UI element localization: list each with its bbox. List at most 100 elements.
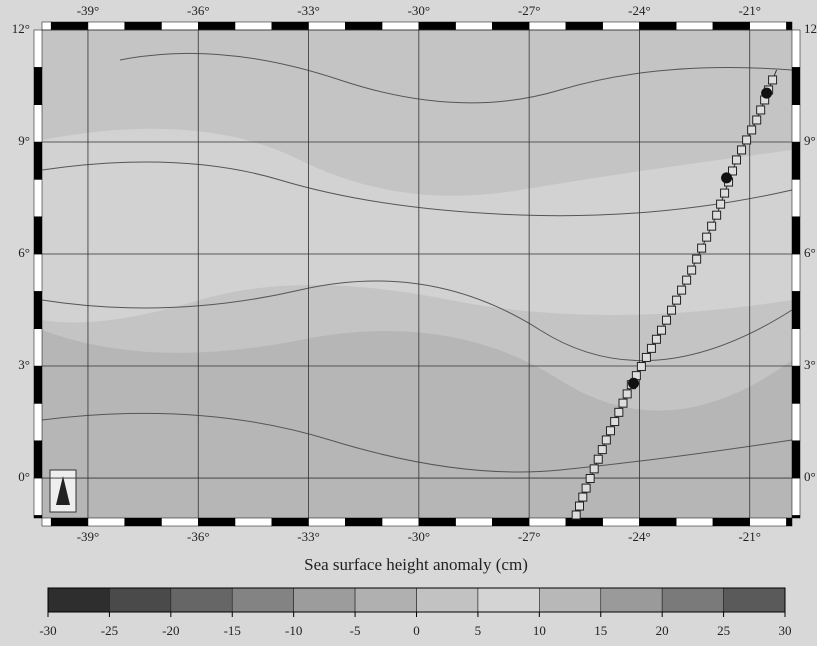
contour — [119, 52, 793, 104]
frame-segment — [41, 21, 52, 31]
y-tick-label: 9° — [18, 133, 30, 148]
frame-segment — [639, 517, 677, 527]
frame-segment — [33, 477, 43, 516]
frame-segment — [345, 517, 383, 527]
station — [628, 377, 640, 389]
y-tick-label: 9° — [804, 133, 816, 148]
frame-segment — [791, 403, 801, 441]
colorbar-tick-label: 0 — [413, 623, 420, 638]
frame-segment — [33, 141, 43, 180]
frame-segment — [565, 21, 603, 31]
track-sample — [578, 492, 588, 502]
track-sample — [697, 243, 707, 253]
colorbar-tick-label: 25 — [717, 623, 730, 638]
frame-segment — [749, 21, 787, 31]
contour — [41, 412, 793, 473]
track-sample — [651, 334, 661, 344]
frame-segment — [381, 21, 420, 31]
y-tick-label: 3° — [804, 357, 816, 372]
anomaly-region — [42, 330, 792, 518]
logo — [49, 469, 77, 513]
colorbar-swatch — [109, 587, 172, 613]
track-sample — [687, 265, 697, 275]
frame-segment — [455, 517, 493, 527]
colorbar-tick-label: 15 — [594, 623, 607, 638]
frame-segment — [381, 517, 420, 527]
x-tick-label: -27° — [518, 3, 541, 18]
x-tick-label: -39° — [77, 3, 100, 18]
track-sample — [597, 445, 607, 455]
track-sample — [662, 315, 672, 325]
frame-segment — [791, 67, 801, 105]
frame-segment — [33, 291, 43, 329]
frame-segment — [33, 29, 43, 68]
frame-segment — [791, 365, 801, 404]
y-tick-label: 6° — [804, 245, 816, 260]
x-tick-label: -39° — [77, 529, 100, 544]
frame-segment — [33, 179, 43, 217]
colorbar-tick-label: 10 — [533, 623, 546, 638]
x-tick-label: -36° — [187, 3, 210, 18]
track-sample — [768, 75, 778, 85]
colorbar-swatch — [170, 587, 233, 613]
colorbar-swatch — [600, 587, 663, 613]
frame-segment — [455, 21, 493, 31]
x-tick-label: -36° — [187, 529, 210, 544]
track-sample — [677, 285, 687, 295]
frame-segment — [345, 21, 383, 31]
colorbar-swatch — [293, 587, 356, 613]
track-sample — [752, 115, 762, 125]
colorbar-swatch — [723, 587, 786, 613]
x-tick-label: -21° — [738, 3, 761, 18]
y-tick-label: 3° — [18, 357, 30, 372]
colorbar-tick-label: -15 — [224, 623, 241, 638]
frame-segment — [33, 216, 43, 255]
track-sample — [707, 221, 717, 231]
frame-segment — [161, 21, 199, 31]
colorbar-tick-label: -25 — [101, 623, 118, 638]
track-sample — [702, 232, 712, 242]
track-sample — [716, 199, 726, 209]
track-sample — [641, 352, 651, 362]
y-tick-label: 12° — [12, 21, 30, 36]
frame-segment — [308, 21, 346, 31]
frame-segment — [712, 21, 750, 31]
frame-segment — [675, 21, 714, 31]
frame-segment — [308, 517, 346, 527]
frame-segment — [87, 21, 125, 31]
colorbar-swatch — [354, 587, 417, 613]
x-tick-label: -24° — [628, 529, 651, 544]
frame-segment — [602, 517, 640, 527]
x-tick-label: -33° — [297, 3, 320, 18]
track-sample — [656, 325, 666, 335]
track-sample — [636, 362, 646, 372]
track-sample — [756, 105, 766, 115]
frame-segment — [791, 515, 801, 519]
track-sample — [712, 210, 722, 220]
frame-segment — [791, 477, 801, 516]
track-sample — [737, 145, 747, 155]
frame-segment — [602, 21, 640, 31]
track-sample — [667, 305, 677, 315]
frame-segment — [271, 517, 309, 527]
track-sample — [581, 483, 591, 493]
frame-segment — [791, 29, 801, 68]
frame-segment — [198, 517, 236, 527]
track-sample — [728, 166, 738, 176]
frame-segment — [33, 328, 43, 367]
frame-segment — [791, 440, 801, 479]
track-sample — [589, 464, 599, 474]
track-sample — [610, 417, 620, 427]
frame-segment — [124, 517, 162, 527]
frame-segment — [87, 517, 125, 527]
colorbar-swatch — [539, 587, 602, 613]
track-sample — [593, 454, 603, 464]
frame-segment — [418, 517, 456, 527]
frame-segment — [492, 21, 530, 31]
x-tick-label: -33° — [297, 529, 320, 544]
frame-segment — [33, 403, 43, 441]
colorbar-tick-label: 30 — [779, 623, 792, 638]
frame-segment — [675, 517, 714, 527]
x-tick-label: -21° — [738, 529, 761, 544]
x-tick-label: -27° — [518, 529, 541, 544]
